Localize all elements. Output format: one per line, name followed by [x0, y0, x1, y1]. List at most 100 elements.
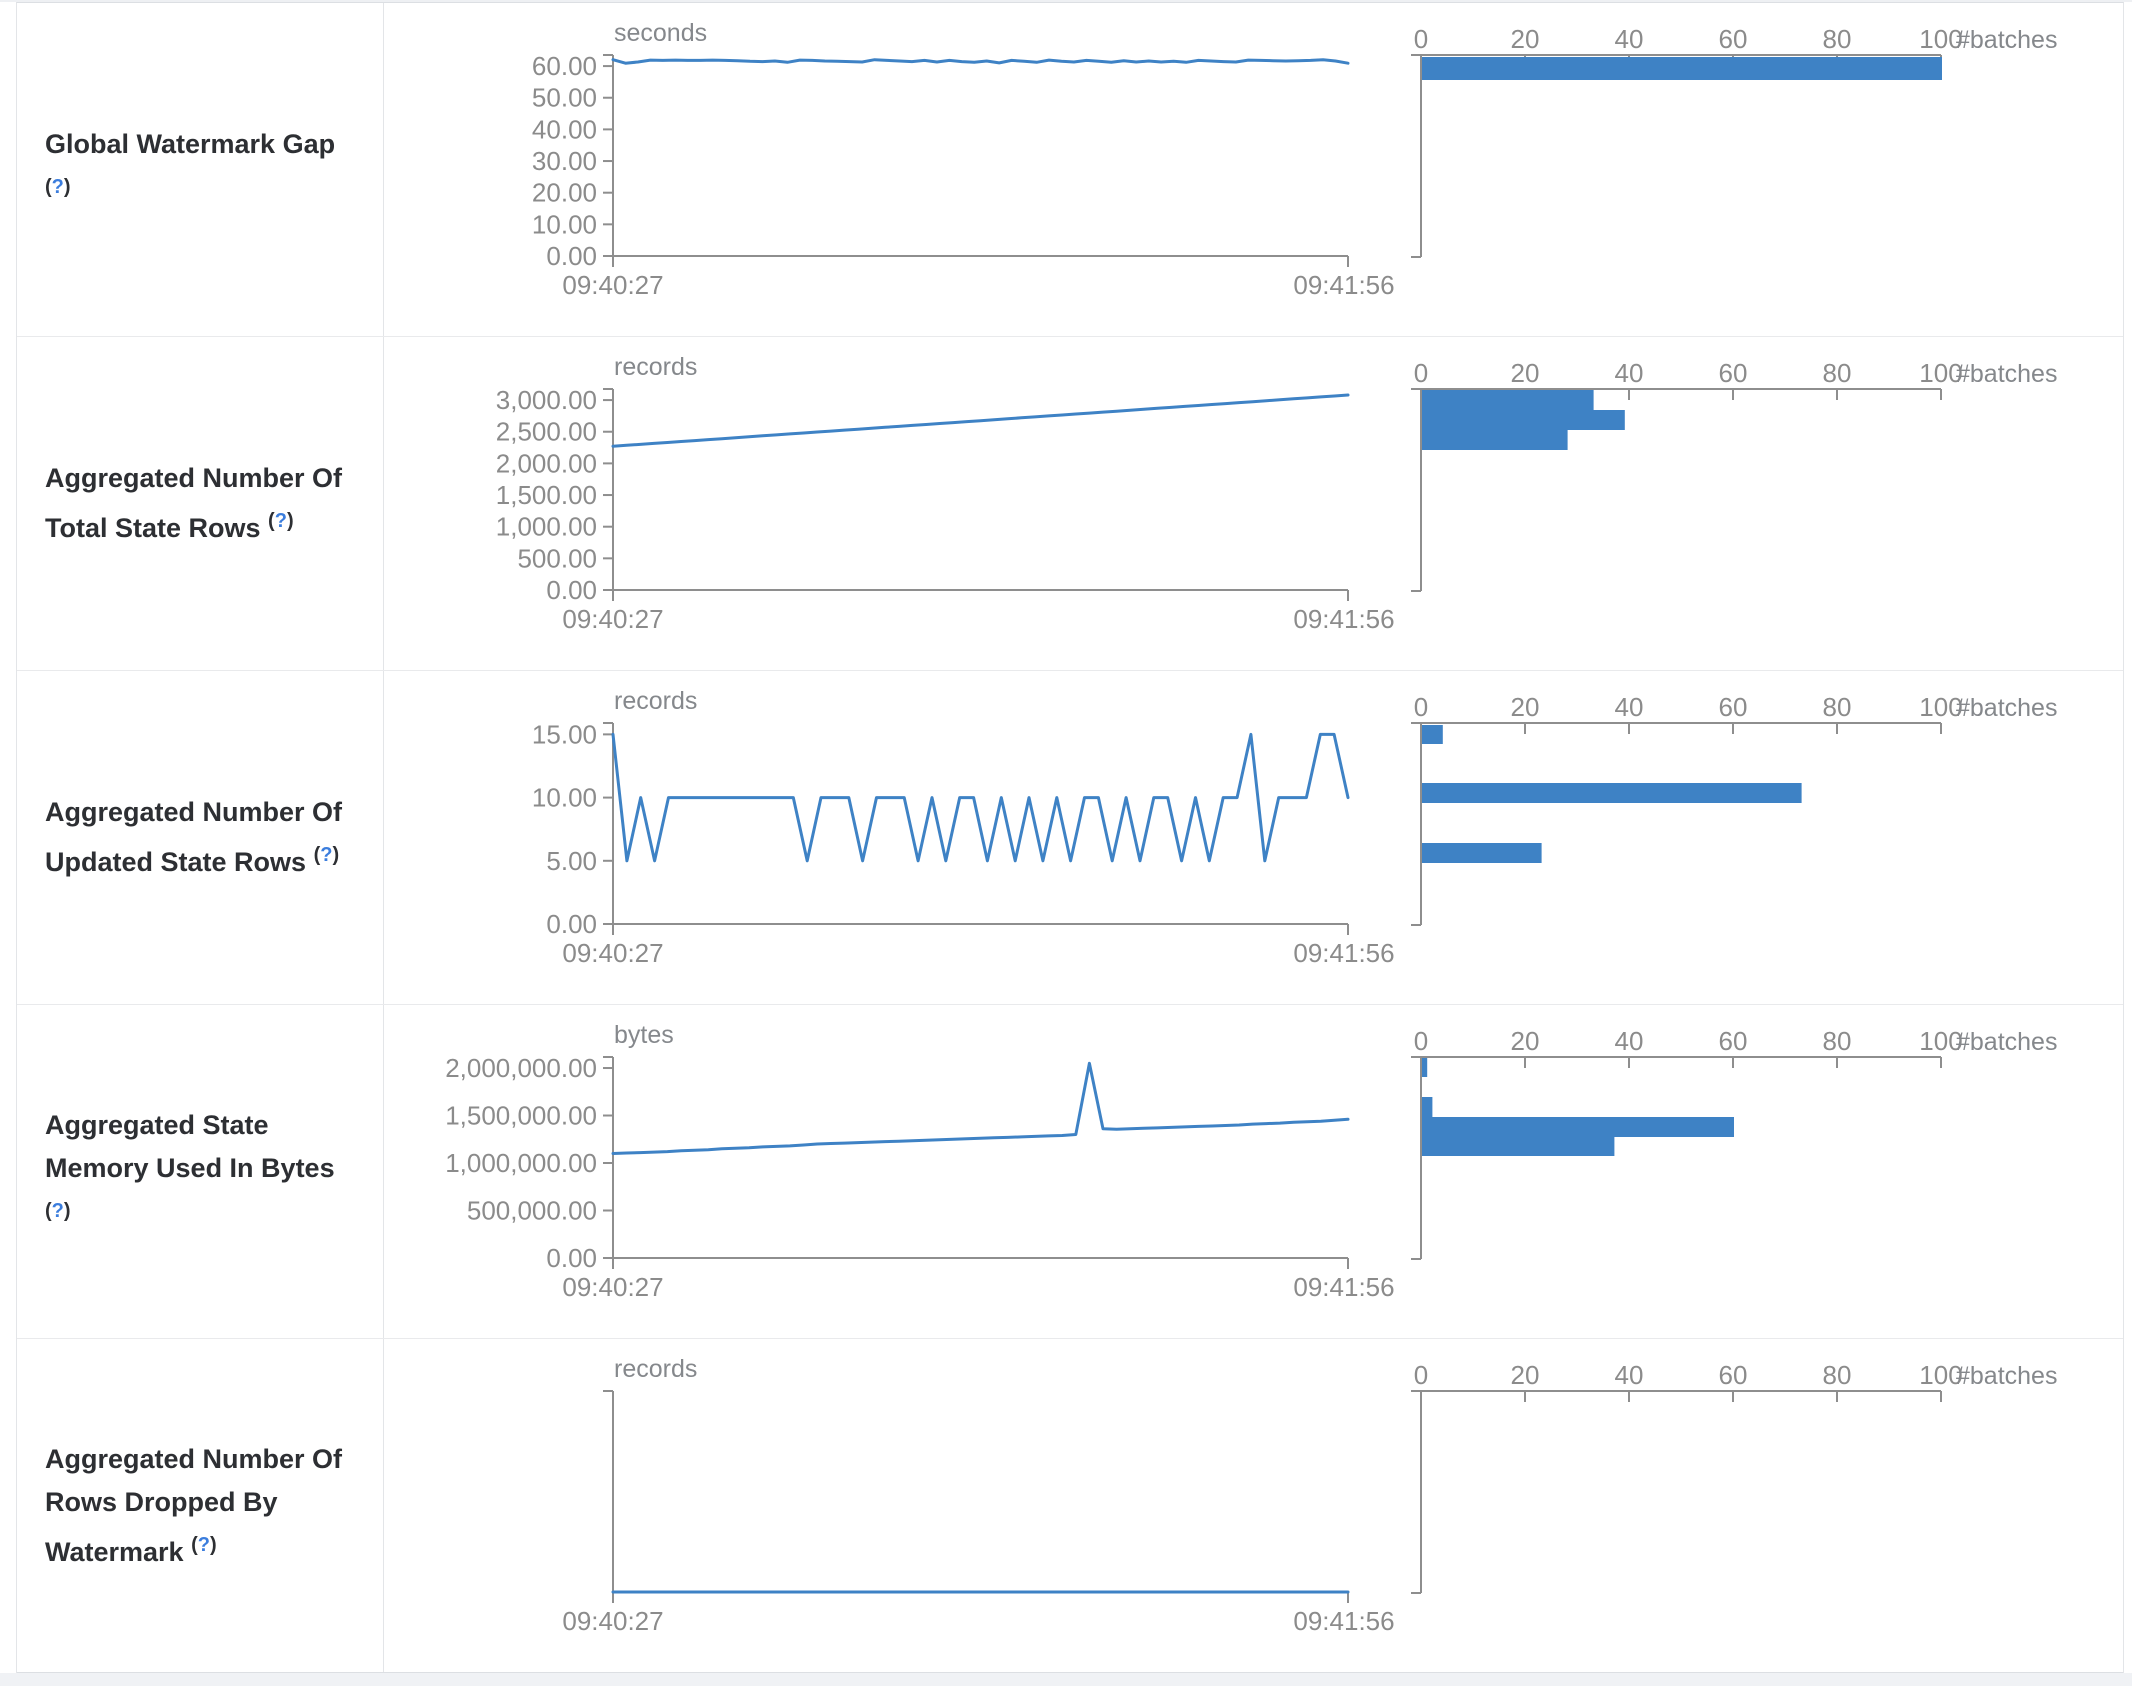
svg-text:100: 100: [1919, 24, 1962, 54]
svg-text:#batches: #batches: [1956, 26, 2057, 54]
svg-text:40: 40: [1615, 1026, 1644, 1056]
help-link[interactable]: (?): [45, 176, 71, 198]
svg-text:09:41:56: 09:41:56: [1293, 938, 1394, 968]
svg-text:30.00: 30.00: [532, 146, 597, 176]
svg-text:#batches: #batches: [1956, 1028, 2057, 1056]
chart-cell: records 3,000.00 2,500.00 2,000.00 1,500.00 1…: [384, 337, 2123, 670]
svg-text:1,000.00: 1,000.00: [496, 512, 597, 542]
svg-text:10.00: 10.00: [532, 783, 597, 813]
svg-text:80: 80: [1823, 692, 1852, 722]
metric-label-line: Aggregated Number Of: [45, 1443, 343, 1474]
svg-text:0: 0: [1414, 1026, 1428, 1056]
chart-cell: bytes 2,000,000.00 1,500,000.00 1,000,000.0…: [384, 1005, 2123, 1338]
metric-label-line: Aggregated State: [45, 1109, 269, 1140]
svg-text:100: 100: [1919, 692, 1962, 722]
page-footer-strip: [0, 1673, 2132, 1686]
metric-label: Aggregated Number Of Total State Rows (?): [45, 457, 342, 550]
svg-text:20.00: 20.00: [532, 178, 597, 208]
metric-label-line: Aggregated Number Of: [45, 797, 343, 827]
histogram-chart: 0 20 40 60 80 100#batches: [1411, 24, 2057, 258]
metric-row-global-watermark-gap: Global Watermark Gap (?) seconds 60.00 50.0…: [17, 3, 2123, 337]
svg-text:09:41:56: 09:41:56: [1293, 1606, 1394, 1636]
svg-text:5.00: 5.00: [546, 846, 597, 876]
svg-text:0: 0: [1414, 692, 1428, 722]
svg-text:2,000,000.00: 2,000,000.00: [445, 1053, 597, 1083]
timeline-chart: seconds 60.0050.0040.0030.0020.0010.000.0…: [532, 19, 1394, 300]
svg-text:0.00: 0.00: [546, 575, 597, 605]
metric-label-cell: Aggregated State Memory Used In Bytes (?): [17, 1005, 384, 1338]
svg-text:100: 100: [1919, 1026, 1962, 1056]
timeline-chart: records 09:40:27 09:41:56: [562, 1355, 1394, 1636]
svg-text:10.00: 10.00: [532, 209, 597, 239]
svg-text:09:40:27: 09:40:27: [562, 604, 663, 634]
svg-text:0.00: 0.00: [546, 909, 597, 939]
svg-text:0: 0: [1414, 1360, 1428, 1390]
help-link[interactable]: (?): [45, 1199, 71, 1222]
metric-label-line: Total State Rows: [45, 513, 261, 543]
svg-text:09:40:27: 09:40:27: [562, 1272, 663, 1302]
svg-text:0.00: 0.00: [546, 1243, 597, 1273]
histogram-chart: 0 20 40 60 80 100#batches: [1411, 1026, 2057, 1260]
svg-text:09:40:27: 09:40:27: [562, 1606, 663, 1636]
svg-text:40.00: 40.00: [532, 114, 597, 144]
svg-text:2,000.00: 2,000.00: [496, 448, 597, 478]
histogram-chart: 0 20 40 60 80 100#batches: [1411, 1360, 2057, 1594]
svg-text:80: 80: [1823, 1360, 1852, 1390]
svg-text:records: records: [614, 687, 697, 715]
metric-row-rows-dropped-by-watermark: Aggregated Number Of Rows Dropped By Water…: [17, 1339, 2123, 1673]
histogram-chart: 0 20 40 60 80 100#batches: [1411, 358, 2057, 592]
svg-text:80: 80: [1823, 24, 1852, 54]
svg-text:20: 20: [1511, 692, 1540, 722]
svg-text:500.00: 500.00: [517, 543, 597, 573]
svg-text:#batches: #batches: [1956, 1362, 2057, 1390]
timeline-chart: bytes 2,000,000.00 1,500,000.00 1,000,000.0…: [445, 1021, 1394, 1302]
svg-text:#batches: #batches: [1956, 694, 2057, 722]
svg-text:2,500.00: 2,500.00: [496, 417, 597, 447]
svg-text:09:41:56: 09:41:56: [1293, 604, 1394, 634]
svg-text:40: 40: [1615, 358, 1644, 388]
metric-label: Aggregated Number Of Rows Dropped By Water…: [45, 1438, 342, 1574]
page-top-strip: [0, 0, 2132, 2]
metric-label-cell: Global Watermark Gap (?): [17, 3, 384, 336]
svg-text:20: 20: [1511, 358, 1540, 388]
metric-label-line: Memory Used In Bytes: [45, 1152, 335, 1183]
metric-row-total-state-rows: Aggregated Number Of Total State Rows (?)…: [17, 337, 2123, 671]
chart-cell: records 15.00 10.00 5.00 0.00 09:40:27 09:41:5…: [384, 671, 2123, 1004]
metric-row-updated-state-rows: Aggregated Number Of Updated State Rows (…: [17, 671, 2123, 1005]
svg-text:50.00: 50.00: [532, 83, 597, 113]
timeline-chart: records 3,000.002,500.002,000.001,500.001…: [496, 353, 1394, 634]
svg-text:3,000.00: 3,000.00: [496, 385, 597, 415]
svg-text:1,000,000.00: 1,000,000.00: [445, 1148, 597, 1178]
svg-text:1,500,000.00: 1,500,000.00: [445, 1101, 597, 1131]
svg-text:40: 40: [1615, 692, 1644, 722]
svg-text:100: 100: [1919, 358, 1962, 388]
svg-text:#batches: #batches: [1956, 360, 2057, 388]
svg-text:0: 0: [1414, 358, 1428, 388]
svg-text:80: 80: [1823, 358, 1852, 388]
metric-label: Aggregated Number Of Updated State Rows (…: [45, 791, 342, 884]
svg-text:60: 60: [1719, 1360, 1748, 1390]
metric-label: Aggregated State Memory Used In Bytes (?): [45, 1104, 335, 1240]
svg-text:60: 60: [1719, 692, 1748, 722]
svg-text:20: 20: [1511, 1026, 1540, 1056]
svg-text:09:40:27: 09:40:27: [562, 938, 663, 968]
help-link[interactable]: (?): [268, 510, 294, 532]
svg-text:40: 40: [1615, 1360, 1644, 1390]
svg-text:09:40:27: 09:40:27: [562, 270, 663, 300]
svg-text:60: 60: [1719, 24, 1748, 54]
svg-text:40: 40: [1615, 24, 1644, 54]
svg-text:60.00: 60.00: [532, 51, 597, 81]
svg-text:20: 20: [1511, 24, 1540, 54]
help-link[interactable]: (?): [313, 844, 340, 866]
svg-text:1,500.00: 1,500.00: [496, 480, 597, 510]
svg-text:15.00: 15.00: [532, 719, 597, 749]
svg-text:records: records: [614, 353, 697, 381]
metric-label-cell: Aggregated Number Of Rows Dropped By Water…: [17, 1339, 384, 1672]
svg-text:records: records: [614, 1355, 697, 1383]
chart-cell: seconds 60.00 50.00 40.00 30.00 20.00 10.00 0.0…: [384, 3, 2123, 336]
svg-text:100: 100: [1919, 1360, 1962, 1390]
svg-text:bytes: bytes: [614, 1021, 674, 1049]
help-link[interactable]: (?): [191, 1533, 217, 1556]
